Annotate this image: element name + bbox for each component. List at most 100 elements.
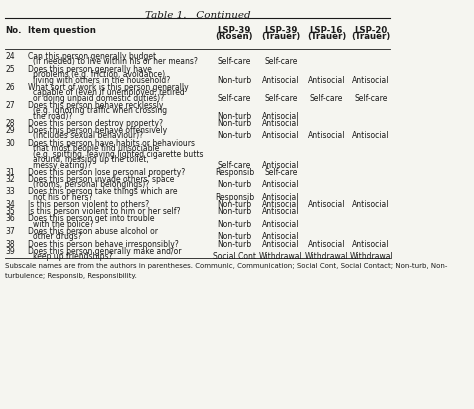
Text: Does this person abuse alcohol or: Does this person abuse alcohol or	[28, 227, 158, 236]
Text: Self-care: Self-care	[218, 160, 251, 169]
Text: 39: 39	[5, 246, 15, 255]
Text: Antisocial: Antisocial	[352, 239, 390, 248]
Text: Is this person violent to him or her self?: Is this person violent to him or her sel…	[28, 207, 181, 216]
Text: What sort of work is this person generally: What sort of work is this person general…	[28, 83, 189, 91]
Text: keep up friendships?: keep up friendships?	[33, 252, 112, 261]
Text: Social Cont: Social Cont	[213, 252, 256, 261]
Text: Non-turb: Non-turb	[217, 112, 251, 121]
Text: Withdrawal: Withdrawal	[259, 252, 303, 261]
Text: Non-turb: Non-turb	[217, 207, 251, 216]
Text: (Trauer): (Trauer)	[261, 32, 301, 41]
Text: 37: 37	[5, 227, 15, 236]
Text: Antisocial: Antisocial	[308, 239, 345, 248]
Text: 28: 28	[5, 119, 15, 128]
Text: Does this person get into trouble: Does this person get into trouble	[28, 214, 155, 223]
Text: Self-care: Self-care	[264, 57, 298, 66]
Text: Non-turb: Non-turb	[217, 232, 251, 241]
Text: Does this person generally have: Does this person generally have	[28, 64, 152, 73]
Text: 38: 38	[5, 239, 15, 248]
Text: Does this person take things which are: Does this person take things which are	[28, 187, 178, 196]
Text: messy eating)?: messy eating)?	[33, 160, 91, 169]
Text: Non-turb: Non-turb	[217, 200, 251, 209]
Text: Table 1.   Continued: Table 1. Continued	[145, 11, 250, 20]
Text: (includes sexual behaviour)?: (includes sexual behaviour)?	[33, 131, 143, 140]
Text: Is this person violent to others?: Is this person violent to others?	[28, 200, 149, 209]
Text: Can this person generally budget: Can this person generally budget	[28, 52, 156, 61]
Text: (Trauer): (Trauer)	[352, 32, 391, 41]
Text: 25: 25	[5, 64, 15, 73]
Text: Self-care: Self-care	[218, 57, 251, 66]
Text: Responsib: Responsib	[215, 167, 254, 176]
Text: Antisocial: Antisocial	[352, 200, 390, 209]
Text: Non-turb: Non-turb	[217, 219, 251, 228]
Text: Non-turb: Non-turb	[217, 119, 251, 128]
Text: Antisocial: Antisocial	[262, 119, 300, 128]
Text: Does this person lose personal property?: Does this person lose personal property?	[28, 167, 185, 176]
Text: capable of (even if unemployed, retired: capable of (even if unemployed, retired	[33, 88, 184, 97]
Text: 31: 31	[5, 167, 15, 176]
Text: Antisocial: Antisocial	[262, 232, 300, 241]
Text: that most people find unsociable: that most people find unsociable	[33, 144, 159, 153]
Text: 36: 36	[5, 214, 15, 223]
Text: Antisocial: Antisocial	[352, 131, 390, 140]
Text: Does this person destroy property?: Does this person destroy property?	[28, 119, 163, 128]
Text: Withdrawal: Withdrawal	[304, 252, 348, 261]
Text: 29: 29	[5, 126, 15, 135]
Text: Does this person have habits or behaviours: Does this person have habits or behaviou…	[28, 138, 195, 147]
Text: turbulence; Responsib, Responsibility.: turbulence; Responsib, Responsibility.	[5, 272, 137, 278]
Text: not his or hers?: not his or hers?	[33, 193, 92, 202]
Text: Non-turb: Non-turb	[217, 239, 251, 248]
Text: problems (e.g. friction, avoidance): problems (e.g. friction, avoidance)	[33, 70, 165, 79]
Text: Non-turb: Non-turb	[217, 75, 251, 84]
Text: Antisocial: Antisocial	[262, 131, 300, 140]
Text: Antisocial: Antisocial	[262, 180, 300, 189]
Text: Self-care: Self-care	[264, 167, 298, 176]
Text: 24: 24	[5, 52, 15, 61]
Text: Antisocial: Antisocial	[262, 219, 300, 228]
Text: Self-care: Self-care	[310, 93, 343, 102]
Text: Does this person behave irresponsibly?: Does this person behave irresponsibly?	[28, 239, 179, 248]
Text: Responsib: Responsib	[215, 193, 254, 202]
Text: (if needed) to live within his or her means?: (if needed) to live within his or her me…	[33, 57, 198, 66]
Text: Self-care: Self-care	[264, 93, 298, 102]
Text: LSP-39: LSP-39	[218, 26, 251, 35]
Text: 35: 35	[5, 207, 15, 216]
Text: Antisocial: Antisocial	[308, 75, 345, 84]
Text: Item question: Item question	[28, 26, 96, 35]
Text: Self-care: Self-care	[218, 93, 251, 102]
Text: (Rosen): (Rosen)	[216, 32, 253, 41]
Text: Non-turb: Non-turb	[217, 180, 251, 189]
Text: 32: 32	[5, 175, 15, 183]
Text: 34: 34	[5, 200, 15, 209]
Text: Subscale names are from the authors in parentheses. Communic, Communication; Soc: Subscale names are from the authors in p…	[5, 262, 447, 268]
Text: Antisocial: Antisocial	[262, 112, 300, 121]
Text: Antisocial: Antisocial	[308, 200, 345, 209]
Text: living with others in the household?: living with others in the household?	[33, 75, 170, 84]
Text: around, messing up the toilet,: around, messing up the toilet,	[33, 155, 148, 164]
Text: Withdrawal: Withdrawal	[349, 252, 393, 261]
Text: Antisocial: Antisocial	[352, 75, 390, 84]
Text: other drugs?: other drugs?	[33, 232, 82, 241]
Text: or doing unpaid domestic duties)?: or doing unpaid domestic duties)?	[33, 93, 164, 102]
Text: Non-turb: Non-turb	[217, 131, 251, 140]
Text: with the police?: with the police?	[33, 219, 93, 228]
Text: Antisocial: Antisocial	[262, 239, 300, 248]
Text: Does this person invade others' space: Does this person invade others' space	[28, 175, 174, 183]
Text: No.: No.	[5, 26, 22, 35]
Text: 27: 27	[5, 101, 15, 110]
Text: Self-care: Self-care	[355, 93, 388, 102]
Text: Does this person generally make and/or: Does this person generally make and/or	[28, 246, 182, 255]
Text: 30: 30	[5, 138, 15, 147]
Text: Does this person behave recklessly: Does this person behave recklessly	[28, 101, 164, 110]
Text: (Trauer): (Trauer)	[307, 32, 346, 41]
Text: 33: 33	[5, 187, 15, 196]
Text: Antisocial: Antisocial	[262, 207, 300, 216]
Text: Antisocial: Antisocial	[262, 200, 300, 209]
Text: 26: 26	[5, 83, 15, 91]
Text: (e.g. ignoring traffic when crossing: (e.g. ignoring traffic when crossing	[33, 106, 167, 115]
Text: the road)?: the road)?	[33, 112, 72, 121]
Text: Antisocial: Antisocial	[308, 131, 345, 140]
Text: Antisocial: Antisocial	[262, 160, 300, 169]
Text: LSP-20: LSP-20	[355, 26, 388, 35]
Text: Does this person behave offensively: Does this person behave offensively	[28, 126, 167, 135]
